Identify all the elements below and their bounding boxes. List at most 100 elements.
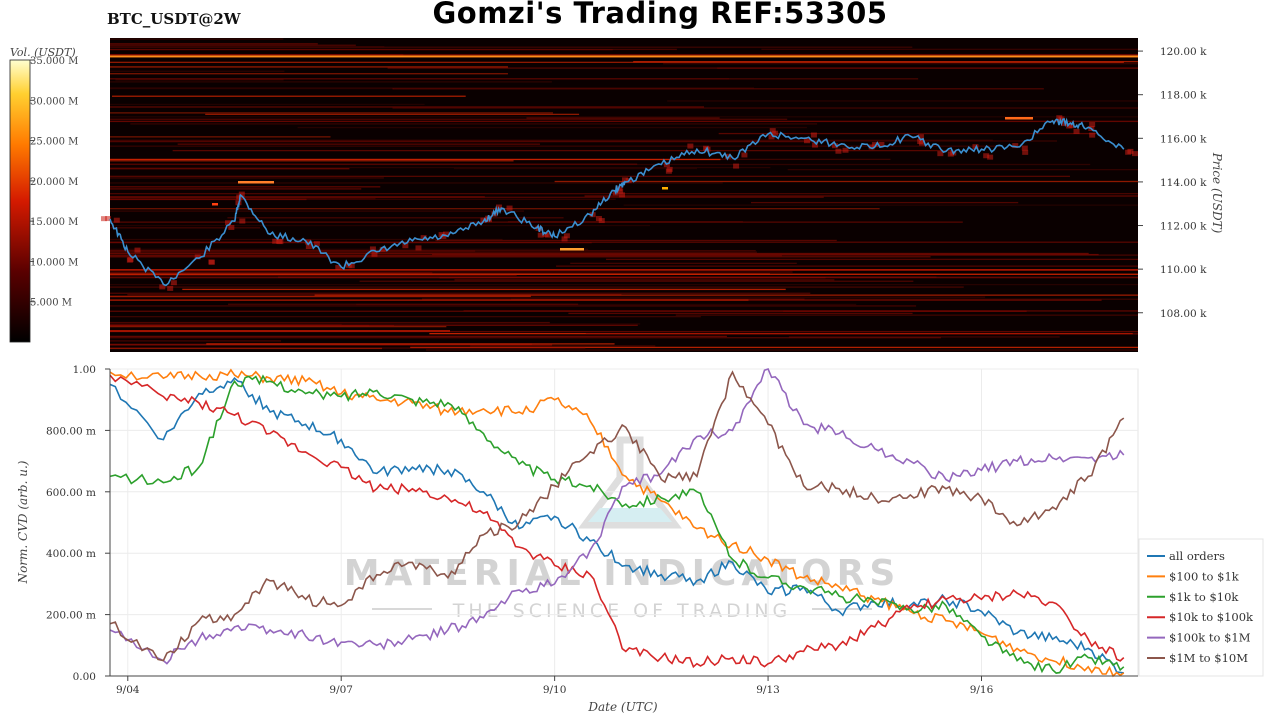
liquidity-band bbox=[511, 298, 1138, 300]
liquidity-band bbox=[110, 196, 824, 198]
liquidity-band bbox=[130, 123, 818, 125]
order-cluster bbox=[868, 144, 875, 150]
liquidity-band bbox=[110, 255, 782, 257]
order-cluster bbox=[1022, 149, 1029, 155]
liquidity-band bbox=[750, 201, 1019, 204]
colorbar-tick-label: 10.000 M bbox=[30, 257, 78, 268]
liquidity-band bbox=[110, 139, 993, 141]
legend-label: $100 to $1k bbox=[1169, 569, 1240, 583]
liquidity-band bbox=[110, 87, 394, 90]
cvd-x-tick-label: 9/13 bbox=[756, 684, 780, 696]
order-cluster bbox=[1056, 115, 1063, 121]
cvd-series-4 bbox=[109, 368, 1125, 665]
liquidity-band bbox=[568, 312, 913, 315]
order-cluster bbox=[113, 217, 120, 223]
liquidity-band bbox=[110, 251, 757, 253]
order-cluster bbox=[272, 238, 279, 244]
liquidity-band bbox=[110, 347, 383, 350]
liquidity-band bbox=[556, 265, 1138, 267]
order-cluster bbox=[126, 257, 133, 263]
order-cluster bbox=[369, 246, 376, 252]
order-cluster bbox=[831, 143, 838, 149]
liquidity-band bbox=[110, 227, 261, 229]
liquidity-band bbox=[788, 336, 1060, 338]
liquidity-band bbox=[606, 258, 1138, 261]
order-cluster bbox=[768, 134, 775, 140]
order-cluster bbox=[544, 232, 551, 238]
order-cluster bbox=[724, 153, 731, 159]
order-cluster bbox=[878, 141, 885, 147]
liquidity-band bbox=[110, 299, 749, 301]
liquidity-band bbox=[110, 44, 356, 46]
order-cluster bbox=[228, 224, 235, 230]
liquidity-band bbox=[110, 106, 705, 108]
liquidity-band-strong bbox=[110, 55, 1138, 58]
cvd-panel: 0.00 200.00 m 400.00 m 600.00 m 800.00 m 1.00… bbox=[16, 364, 1139, 714]
liquidity-band bbox=[110, 208, 880, 210]
liquidity-band bbox=[110, 136, 331, 138]
order-cluster bbox=[495, 204, 502, 210]
liquidity-band bbox=[454, 279, 835, 281]
liquidity-band bbox=[110, 277, 1138, 279]
liquidity-band bbox=[110, 158, 721, 161]
liquidity-band bbox=[110, 316, 701, 318]
order-cluster bbox=[1089, 132, 1096, 138]
order-cluster bbox=[313, 241, 320, 247]
liquidity-band bbox=[110, 45, 385, 48]
liquidity-band bbox=[356, 303, 857, 306]
liquidity-band bbox=[110, 335, 727, 338]
liquidity-band bbox=[110, 254, 1138, 256]
legend-label: all orders bbox=[1169, 549, 1225, 563]
order-cluster bbox=[842, 147, 849, 153]
order-cluster bbox=[812, 142, 819, 148]
legend: all orders $100 to $1k $1k to $10k $10k to … bbox=[1138, 538, 1264, 677]
liquidity-band bbox=[110, 120, 1138, 123]
liquidity-band bbox=[110, 78, 730, 80]
order-cluster bbox=[335, 265, 342, 271]
liquidity-band bbox=[470, 345, 656, 347]
cvd-series-2 bbox=[109, 374, 1125, 674]
order-cluster bbox=[442, 231, 449, 237]
order-cluster bbox=[741, 152, 748, 158]
liquidity-band bbox=[110, 141, 821, 143]
liquidity-band bbox=[425, 349, 1138, 351]
order-cluster bbox=[871, 142, 878, 148]
liquidity-band bbox=[110, 70, 285, 72]
liquidity-band bbox=[761, 48, 1138, 50]
liquidity-band bbox=[453, 167, 698, 170]
liquidity-band bbox=[463, 310, 1138, 312]
heatmap-panel: 108.00 k 110.00 k 112.00 k 114.00 k 116.00 k… bbox=[100, 38, 1224, 352]
price-axis-label: Price (USDT) bbox=[1210, 152, 1224, 234]
liquidity-band bbox=[410, 346, 1138, 349]
liquidity-band bbox=[110, 112, 553, 114]
liquidity-band bbox=[110, 276, 937, 278]
liquidity-band bbox=[110, 73, 508, 75]
liquidity-band bbox=[663, 63, 1138, 65]
price-tick-label: 112.00 k bbox=[1160, 221, 1207, 233]
liquidity-band bbox=[182, 288, 786, 291]
liquidity-band bbox=[359, 280, 914, 282]
liquidity-band bbox=[278, 276, 1139, 278]
order-cluster bbox=[563, 233, 570, 239]
large-order bbox=[662, 187, 668, 190]
liquidity-band bbox=[110, 118, 788, 120]
liquidity-band bbox=[110, 188, 362, 190]
liquidity-band bbox=[110, 305, 917, 307]
liquidity-band bbox=[110, 87, 755, 89]
liquidity-band bbox=[110, 324, 638, 326]
order-cluster bbox=[134, 247, 141, 253]
legend-label: $100k to $1M bbox=[1169, 631, 1251, 645]
flask-logo bbox=[578, 436, 682, 529]
liquidity-band bbox=[110, 286, 964, 288]
liquidity-band bbox=[110, 160, 514, 162]
order-cluster bbox=[105, 216, 112, 222]
liquidity-band bbox=[228, 303, 579, 305]
order-cluster bbox=[402, 243, 409, 249]
order-cluster bbox=[987, 154, 994, 160]
price-tick-label: 110.00 k bbox=[1160, 264, 1207, 276]
cvd-y-tick-label: 0.00 bbox=[73, 671, 96, 683]
order-cluster bbox=[1127, 148, 1134, 154]
liquidity-band bbox=[110, 61, 1124, 63]
liquidity-band bbox=[570, 262, 797, 264]
